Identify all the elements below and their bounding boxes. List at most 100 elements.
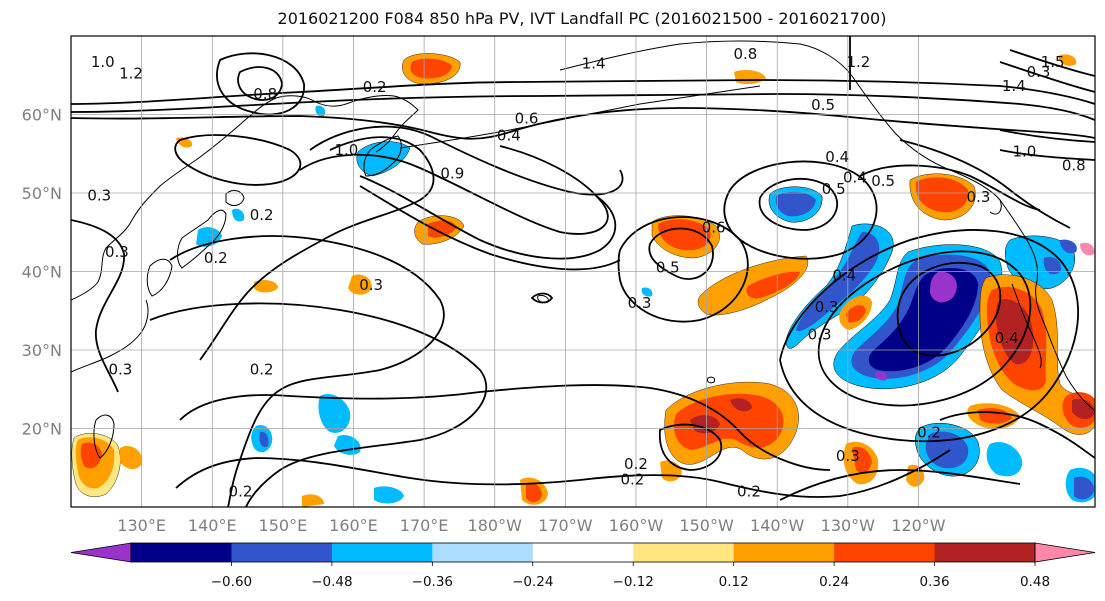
lat-tick-label: 20°N bbox=[22, 420, 62, 439]
contour-label: 0.4 bbox=[825, 148, 849, 166]
shaded-feature-neg-south bbox=[251, 287, 1095, 504]
pv-contour-jet-2 bbox=[309, 125, 624, 196]
contour-label: 1.2 bbox=[119, 65, 143, 83]
pv-contour-asia-2 bbox=[216, 52, 305, 116]
pv-contour-ne-3 bbox=[999, 129, 1095, 143]
contour-label: 0.3 bbox=[109, 361, 133, 379]
shaded-feature-pos-central bbox=[254, 215, 872, 330]
contour-label: 0.3 bbox=[836, 447, 860, 465]
contour-label: 0.3 bbox=[1027, 63, 1051, 81]
colorbar-tick-label: −0.36 bbox=[412, 574, 453, 590]
contour-label: 0.2 bbox=[250, 361, 274, 379]
contour-label: 0.4 bbox=[995, 329, 1019, 347]
contour-label: 0.9 bbox=[440, 164, 464, 182]
contour-layer bbox=[71, 36, 1095, 507]
latitude-labels: 20°N 30°N 40°N 50°N 60°N bbox=[22, 106, 62, 439]
pv-contour-westpac-3 bbox=[71, 219, 125, 393]
lon-tick-label: 140°W bbox=[750, 516, 805, 535]
contour-label: 0.2 bbox=[229, 482, 253, 500]
pv-contour-gulf-1 bbox=[758, 177, 839, 231]
lon-tick-label: 160°W bbox=[609, 516, 664, 535]
colorbar-segment bbox=[231, 543, 333, 562]
shaded-feature-pos-north bbox=[176, 53, 1077, 148]
coastline-alaska bbox=[559, 40, 1002, 215]
pv-contour-north-2 bbox=[71, 93, 1095, 121]
pv-contour-jet-3 bbox=[299, 145, 609, 235]
contour-label: 0.3 bbox=[808, 325, 832, 343]
pv-contour-westpac-1 bbox=[169, 235, 445, 507]
longitude-labels: 130°E 140°E 150°E 160°E 170°E 180°W 170°W 160°W… bbox=[117, 516, 946, 535]
colorbar-tick-label: 0.12 bbox=[719, 574, 749, 590]
pv-contour-jet-4 bbox=[359, 175, 617, 260]
lat-tick-label: 60°N bbox=[22, 106, 62, 125]
contour-label: 0.5 bbox=[811, 96, 835, 114]
contour-label: 0.8 bbox=[1062, 157, 1086, 175]
contour-label: 1.0 bbox=[1012, 142, 1036, 160]
contour-label: 0.3 bbox=[967, 188, 991, 206]
pv-contour-jet-5 bbox=[359, 185, 621, 271]
lon-tick-label: 160°E bbox=[329, 516, 378, 535]
colorbar-segment bbox=[733, 543, 835, 562]
colorbar-tick-label: 0.24 bbox=[819, 574, 849, 590]
contour-label: 0.4 bbox=[843, 168, 867, 186]
coastline-korea bbox=[146, 258, 173, 297]
contour-label: 0.2 bbox=[917, 423, 941, 441]
colorbar-tick-label: 0.48 bbox=[1020, 574, 1050, 590]
contour-label: 0.4 bbox=[497, 127, 521, 145]
contour-label: 0.8 bbox=[253, 85, 277, 103]
colorbar-segment bbox=[331, 543, 433, 562]
colorbar-segment bbox=[934, 543, 1036, 562]
pv-contour-small-1 bbox=[530, 292, 554, 304]
lon-tick-label: 150°E bbox=[259, 516, 308, 535]
pv-contour-north-3 bbox=[71, 107, 1095, 140]
lon-tick-label: 150°W bbox=[679, 516, 734, 535]
coastline-kamchatka bbox=[363, 135, 402, 177]
lat-tick-label: 50°N bbox=[22, 184, 62, 203]
colorbar-tick-label: −0.48 bbox=[311, 574, 352, 590]
map-frame bbox=[70, 35, 1096, 508]
colorbar-segment bbox=[432, 543, 534, 562]
coastline-china-south bbox=[71, 299, 149, 373]
lon-tick-label: 170°E bbox=[400, 516, 449, 535]
pv-contour-asia-3 bbox=[174, 134, 302, 186]
coastline-japan bbox=[177, 209, 227, 269]
contour-label: 0.5 bbox=[871, 172, 895, 190]
pv-contour-gulf-3 bbox=[648, 227, 714, 280]
contour-label: 0.3 bbox=[815, 298, 839, 316]
colorbar-tick-label: −0.60 bbox=[211, 574, 252, 590]
pv-contour-east-3 bbox=[896, 261, 1002, 357]
contour-label: 0.3 bbox=[359, 276, 383, 294]
lon-tick-label: 140°E bbox=[188, 516, 237, 535]
contour-label: 0.2 bbox=[624, 455, 648, 473]
lat-tick-label: 30°N bbox=[22, 341, 62, 360]
contour-label: 0.3 bbox=[105, 243, 129, 261]
page-title: 2016021200 F084 850 hPa PV, IVT Landfall… bbox=[277, 9, 887, 28]
colorbar-tick-label: −0.24 bbox=[512, 574, 553, 590]
pv-contour-se-1 bbox=[939, 411, 1095, 459]
contour-label: 1.4 bbox=[1002, 77, 1026, 95]
pv-contour-east-1 bbox=[817, 250, 1032, 407]
pv-contour-ne-4 bbox=[999, 149, 1095, 161]
contour-label: 0.5 bbox=[822, 180, 846, 198]
contour-label: 0.5 bbox=[656, 259, 680, 277]
coastline-baja bbox=[1011, 283, 1042, 369]
contour-label: 0.8 bbox=[733, 45, 757, 63]
pv-contour-subtrop-2 bbox=[175, 449, 951, 498]
colorbar-extend-low bbox=[70, 542, 132, 563]
contour-label: 1.0 bbox=[334, 141, 358, 159]
pv-contour-se-2 bbox=[779, 469, 1021, 501]
pv-contour-alaska-2 bbox=[899, 139, 1071, 229]
contour-label: 1.0 bbox=[91, 53, 115, 71]
contour-label: 0.2 bbox=[737, 482, 761, 500]
pv-contour-alaska-1 bbox=[859, 164, 1041, 211]
contour-label: 0.6 bbox=[515, 109, 539, 127]
colorbar-frame bbox=[130, 542, 1036, 563]
colorbar-extend-high bbox=[1034, 542, 1096, 563]
shaded-feature-neg-gulf-alaska bbox=[768, 186, 823, 223]
lon-tick-label: 180°W bbox=[468, 516, 523, 535]
contour-label: 0.2 bbox=[621, 471, 645, 489]
lon-tick-label: 120°W bbox=[891, 516, 946, 535]
lon-tick-label: 130°E bbox=[117, 516, 166, 535]
contour-label: 0.3 bbox=[628, 294, 652, 312]
